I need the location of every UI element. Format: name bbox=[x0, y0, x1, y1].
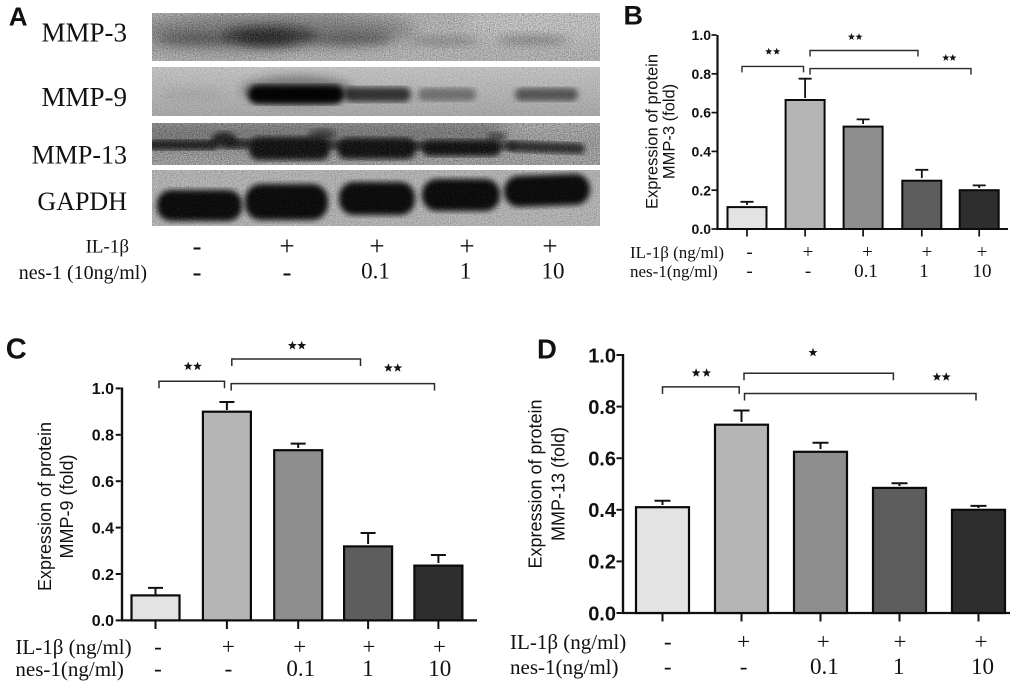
svg-text:-: - bbox=[805, 261, 811, 282]
svg-text:+: + bbox=[293, 634, 306, 659]
svg-text:MMP-3 (fold): MMP-3 (fold) bbox=[661, 84, 679, 179]
svg-text:MMP-9: MMP-9 bbox=[41, 82, 127, 112]
svg-text:+: + bbox=[803, 242, 814, 263]
svg-text:0.4: 0.4 bbox=[92, 520, 114, 537]
svg-text:10: 10 bbox=[542, 259, 565, 284]
svg-text:+: + bbox=[977, 242, 988, 263]
svg-text:+: + bbox=[862, 242, 873, 263]
svg-text:nes-1(ng/ml): nes-1(ng/ml) bbox=[15, 657, 123, 681]
svg-text:Expression of protein: Expression of protein bbox=[644, 54, 662, 209]
svg-text:-: - bbox=[154, 634, 162, 659]
svg-text:MMP-13 (fold): MMP-13 (fold) bbox=[548, 427, 568, 541]
svg-text:MMP-3: MMP-3 bbox=[41, 18, 127, 48]
svg-text:0.8: 0.8 bbox=[692, 66, 712, 82]
svg-text:-: - bbox=[664, 629, 672, 654]
svg-text:Expression of protein: Expression of protein bbox=[35, 422, 55, 591]
svg-text:0.1: 0.1 bbox=[854, 261, 878, 282]
svg-text:D: D bbox=[537, 333, 557, 364]
svg-text:nes-1 (10ng/ml): nes-1 (10ng/ml) bbox=[19, 262, 147, 284]
svg-text:1: 1 bbox=[460, 259, 472, 284]
svg-text:-: - bbox=[746, 261, 752, 282]
svg-text:+: + bbox=[363, 634, 376, 659]
svg-text:0.6: 0.6 bbox=[588, 449, 616, 471]
svg-text:nes-1(ng/ml): nes-1(ng/ml) bbox=[510, 655, 618, 679]
svg-text:1.0: 1.0 bbox=[692, 27, 712, 43]
svg-text:+: + bbox=[894, 629, 907, 654]
svg-text:+: + bbox=[433, 634, 446, 659]
svg-text:IL-1β (ng/ml): IL-1β (ng/ml) bbox=[630, 243, 724, 262]
svg-text:Expression of protein: Expression of protein bbox=[526, 399, 546, 568]
svg-text:0.2: 0.2 bbox=[92, 567, 114, 584]
svg-text:B: B bbox=[624, 1, 644, 31]
svg-text:1.0: 1.0 bbox=[92, 381, 114, 398]
svg-text:10: 10 bbox=[971, 654, 994, 679]
svg-text:nes-1(ng/ml): nes-1(ng/ml) bbox=[630, 262, 718, 281]
svg-text:0.4: 0.4 bbox=[588, 500, 617, 522]
svg-text:+: + bbox=[542, 231, 557, 261]
svg-text:0.4: 0.4 bbox=[692, 144, 712, 160]
svg-text:+: + bbox=[222, 634, 235, 659]
svg-text:0.2: 0.2 bbox=[692, 182, 712, 198]
svg-text:0.0: 0.0 bbox=[92, 613, 114, 630]
svg-text:1: 1 bbox=[893, 654, 905, 679]
svg-text:+: + bbox=[737, 629, 750, 654]
svg-text:1.0: 1.0 bbox=[588, 345, 616, 367]
svg-text:0.0: 0.0 bbox=[588, 603, 616, 625]
svg-text:0.8: 0.8 bbox=[588, 397, 616, 419]
svg-text:+: + bbox=[279, 231, 294, 261]
svg-text:0.1: 0.1 bbox=[361, 259, 390, 284]
svg-text:-: - bbox=[740, 654, 748, 679]
svg-text:IL-1β: IL-1β bbox=[86, 237, 129, 258]
svg-text:-: - bbox=[746, 242, 752, 263]
svg-text:1: 1 bbox=[919, 261, 929, 282]
svg-text:+: + bbox=[975, 629, 988, 654]
svg-text:IL-1β (ng/ml): IL-1β (ng/ml) bbox=[510, 630, 626, 654]
svg-text:0.0: 0.0 bbox=[692, 221, 712, 237]
svg-text:0.1: 0.1 bbox=[810, 654, 839, 679]
svg-text:-: - bbox=[225, 656, 233, 681]
svg-text:-: - bbox=[664, 654, 672, 679]
svg-text:0.1: 0.1 bbox=[286, 656, 315, 681]
svg-text:+: + bbox=[459, 231, 474, 261]
svg-text:MMP-13: MMP-13 bbox=[32, 140, 127, 169]
svg-text:0.6: 0.6 bbox=[92, 474, 114, 491]
svg-text:+: + bbox=[922, 242, 933, 263]
svg-text:A: A bbox=[9, 1, 28, 31]
svg-text:-: - bbox=[193, 257, 202, 287]
svg-text:0.8: 0.8 bbox=[92, 428, 114, 445]
svg-text:10: 10 bbox=[428, 656, 451, 681]
svg-text:1: 1 bbox=[362, 656, 374, 681]
svg-text:IL-1β (ng/ml): IL-1β (ng/ml) bbox=[15, 635, 131, 659]
svg-text:C: C bbox=[6, 333, 27, 365]
svg-text:-: - bbox=[154, 656, 162, 681]
svg-text:-: - bbox=[193, 231, 202, 261]
svg-text:MMP-9 (fold): MMP-9 (fold) bbox=[57, 454, 77, 558]
svg-text:+: + bbox=[817, 629, 830, 654]
svg-text:GAPDH: GAPDH bbox=[37, 187, 127, 216]
svg-text:-: - bbox=[283, 257, 292, 287]
svg-text:0.6: 0.6 bbox=[692, 105, 712, 121]
svg-text:+: + bbox=[369, 231, 384, 261]
svg-text:10: 10 bbox=[973, 261, 992, 282]
svg-text:0.2: 0.2 bbox=[588, 552, 616, 574]
